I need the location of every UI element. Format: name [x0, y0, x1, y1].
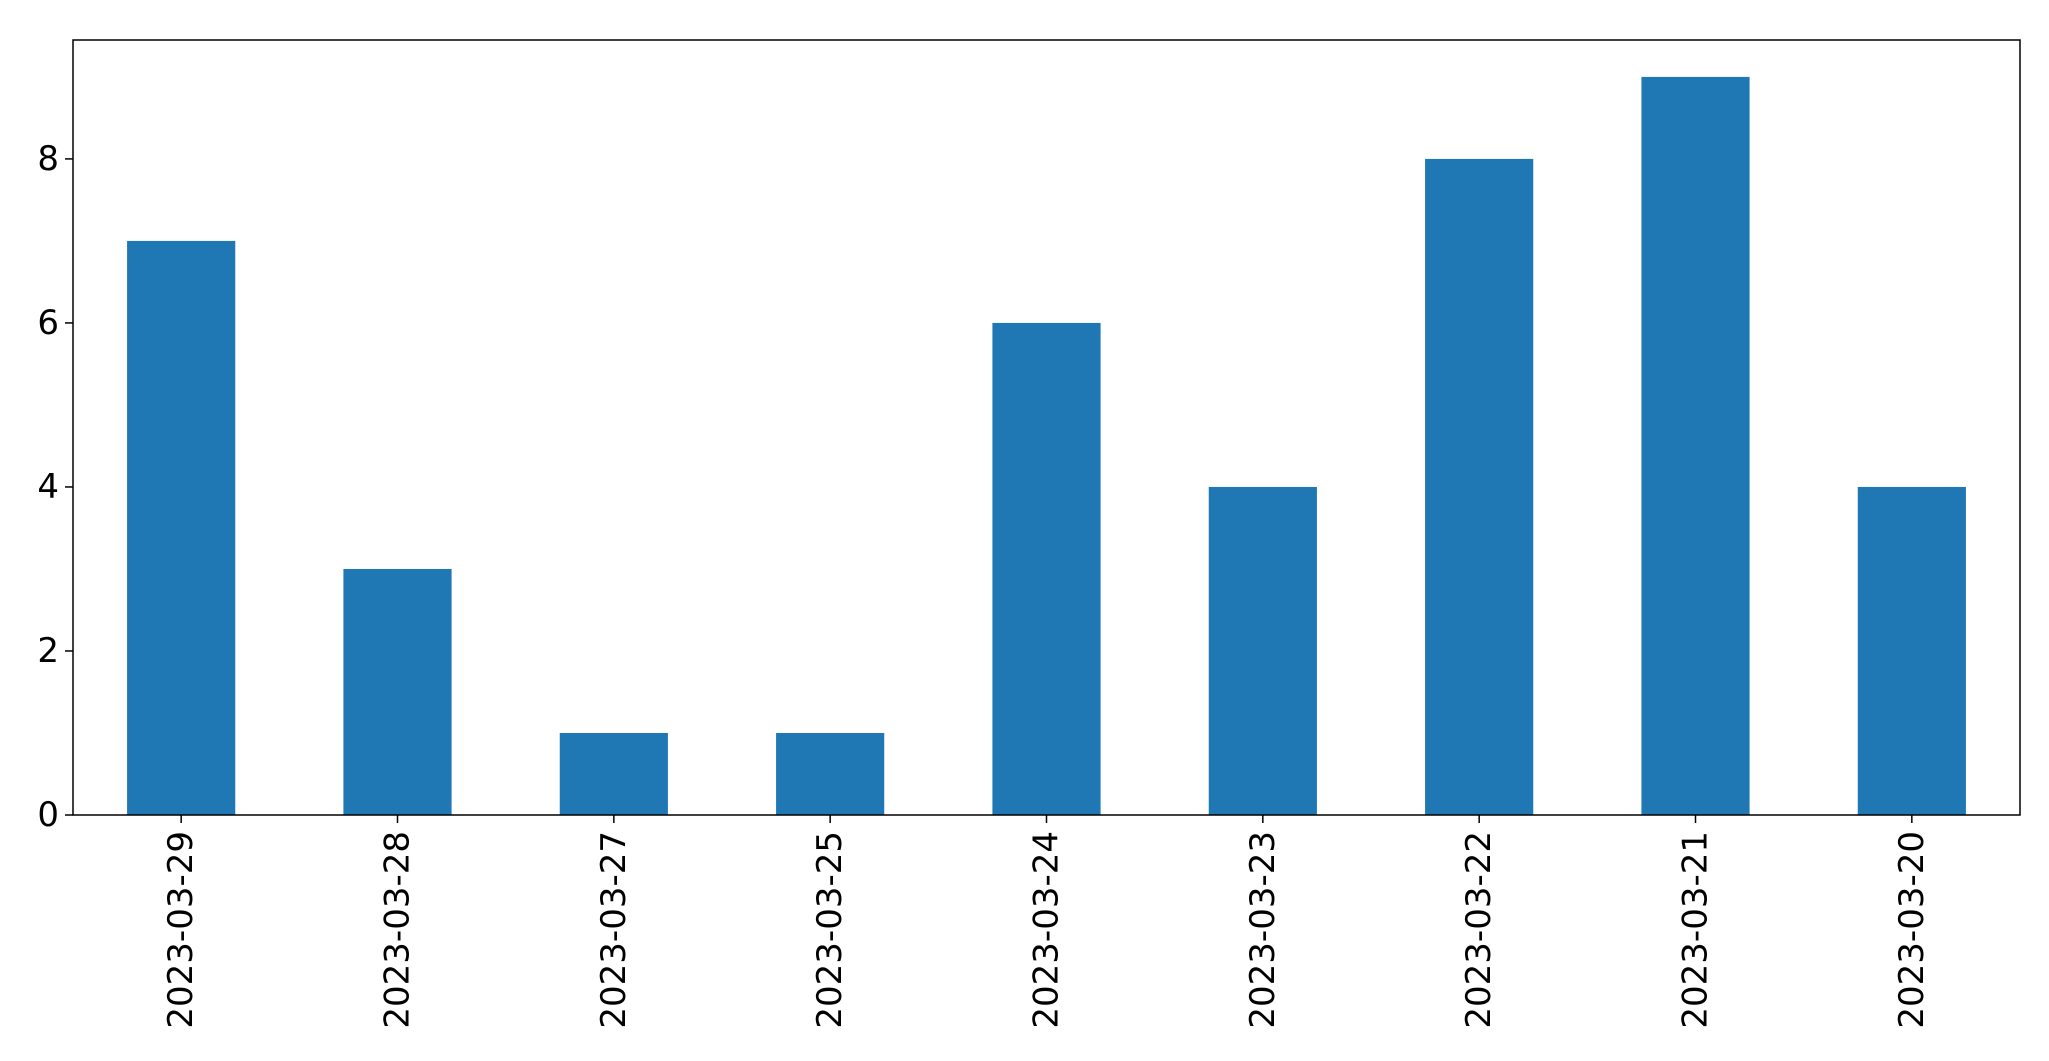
y-tick-label: 0 — [37, 795, 59, 835]
x-tick-label: 2023-03-29 — [161, 831, 201, 1029]
x-tick-label: 2023-03-21 — [1676, 831, 1716, 1029]
y-tick-label: 6 — [37, 303, 59, 343]
bar-2023-03-20 — [1857, 486, 1966, 815]
bar-2023-03-21 — [1641, 76, 1750, 815]
bar-2023-03-25 — [776, 732, 885, 815]
x-tick-label: 2023-03-25 — [810, 831, 850, 1029]
plot-frame — [72, 39, 2021, 816]
bar-2023-03-29 — [127, 240, 236, 816]
bar-2023-03-28 — [343, 568, 452, 815]
x-tick-label: 2023-03-22 — [1459, 831, 1499, 1029]
x-tick-label: 2023-03-28 — [378, 831, 418, 1029]
y-tick-label: 2 — [37, 631, 59, 671]
y-tick-label: 8 — [37, 139, 59, 179]
bar-2023-03-23 — [1208, 486, 1317, 815]
x-tick-label: 2023-03-27 — [594, 831, 634, 1029]
bar-2023-03-22 — [1425, 158, 1534, 815]
bar-2023-03-27 — [559, 732, 668, 815]
x-tick-label: 2023-03-24 — [1027, 831, 1067, 1029]
y-axis: 0 2 4 6 8 — [37, 139, 73, 835]
x-axis: 2023-03-29 2023-03-28 2023-03-27 2023-03-25… — [161, 815, 1932, 1029]
bars-group — [127, 76, 1966, 816]
x-tick-label: 2023-03-23 — [1243, 831, 1283, 1029]
bar-2023-03-24 — [992, 322, 1101, 815]
x-tick-label: 2023-03-20 — [1892, 831, 1932, 1029]
y-tick-label: 4 — [37, 467, 59, 507]
